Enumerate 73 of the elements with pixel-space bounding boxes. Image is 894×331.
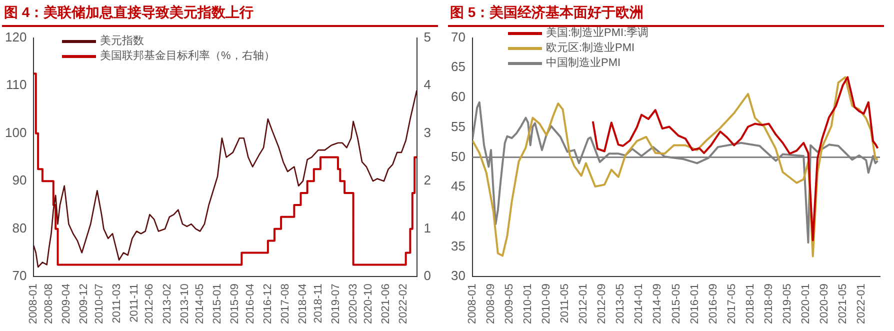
x-tick-label: 2011-05 bbox=[559, 284, 572, 324]
x-tick-label: 2022-01 bbox=[856, 284, 868, 324]
x-tick-label: 2020-01 bbox=[800, 284, 812, 324]
x-tick-label: 2015-09 bbox=[229, 284, 242, 324]
x-tick-label: 2014-09 bbox=[652, 284, 664, 324]
y-tick-label: 50 bbox=[450, 148, 466, 164]
y-tick-label: 35 bbox=[450, 238, 466, 254]
x-tick-label: 2020-09 bbox=[818, 284, 830, 324]
y-tick-label: 55 bbox=[450, 118, 466, 134]
x-tick-label: 2019-07 bbox=[330, 284, 342, 324]
y-tick-label: 40 bbox=[450, 208, 466, 224]
x-tick-label: 2016-04 bbox=[244, 284, 256, 324]
legend-label: 美国:制造业PMI:季调 bbox=[546, 26, 649, 41]
x-tick-label: 2018-09 bbox=[762, 284, 775, 324]
legend-label: 中国制造业PMI bbox=[546, 56, 621, 71]
legend-label: 美国联邦基金目标利率（%，右轴） bbox=[100, 49, 275, 64]
chart-title: 图 4：美联储加息直接导致美元指数上行 bbox=[2, 2, 438, 27]
x-tick-label: 2011-03 bbox=[110, 284, 123, 324]
x-tick-label: 2021-05 bbox=[836, 284, 849, 324]
x-tick-label: 2016-12 bbox=[262, 284, 274, 324]
y-tick-label: 90 bbox=[12, 172, 27, 188]
x-tick-label: 2015-05 bbox=[670, 284, 682, 324]
y-tick-label: 110 bbox=[6, 77, 27, 92]
x-tick-label: 2012-01 bbox=[578, 284, 590, 324]
x-tick-label: 2013-10 bbox=[178, 284, 191, 324]
y-tick-label: 30 bbox=[450, 268, 466, 284]
x-tick-label: 2008-09 bbox=[485, 284, 498, 324]
y2-tick-label: 5 bbox=[424, 29, 432, 44]
chart-title: 图 5：美国经济基本面好于欧洲 bbox=[448, 2, 884, 27]
x-tick-label: 2013-05 bbox=[614, 284, 627, 324]
x-tick-label: 2014-05 bbox=[194, 284, 206, 324]
x-tick-label: 2016-09 bbox=[707, 284, 720, 324]
x-tick-label: 2016-01 bbox=[688, 284, 701, 324]
x-tick-label: 2009-12 bbox=[78, 284, 90, 324]
y-tick-label: 70 bbox=[12, 268, 27, 284]
x-tick-label: 2009-04 bbox=[60, 284, 73, 324]
y-tick-label: 65 bbox=[450, 59, 466, 74]
y2-tick-label: 0 bbox=[424, 268, 432, 284]
y2-tick-label: 2 bbox=[424, 172, 432, 188]
x-tick-label: 2014-01 bbox=[633, 284, 646, 324]
x-tick-label: 2010-01 bbox=[522, 284, 534, 324]
x-tick-label: 2020-10 bbox=[362, 284, 375, 324]
x-tick-label: 2020-03 bbox=[347, 284, 360, 324]
y-tick-label: 45 bbox=[450, 178, 466, 194]
x-tick-label: 2008-01 bbox=[466, 284, 478, 324]
y2-tick-label: 4 bbox=[424, 77, 432, 92]
legend-label: 美元指数 bbox=[100, 34, 144, 49]
x-tick-label: 2021-06 bbox=[380, 284, 392, 324]
x-tick-label: 2008-08 bbox=[43, 284, 56, 324]
x-tick-label: 2012-06 bbox=[144, 284, 156, 324]
x-tick-label: 2018-01 bbox=[744, 284, 756, 324]
y2-tick-label: 1 bbox=[424, 220, 432, 236]
x-tick-label: 2018-04 bbox=[296, 284, 309, 324]
y2-tick-label: 3 bbox=[424, 124, 432, 140]
legend-label: 欧元区:制造业PMI bbox=[546, 41, 635, 56]
x-tick-label: 2008-01 bbox=[28, 284, 40, 324]
x-tick-label: 2010-07 bbox=[93, 284, 106, 324]
x-tick-label: 2019-05 bbox=[781, 284, 794, 324]
x-tick-label: 2010-09 bbox=[540, 284, 553, 324]
y-tick-label: 120 bbox=[4, 29, 27, 44]
x-tick-label: 2017-08 bbox=[279, 284, 292, 324]
y-tick-label: 60 bbox=[450, 89, 466, 104]
x-tick-label: 2022-02 bbox=[398, 284, 410, 324]
x-tick-label: 2018-11 bbox=[312, 284, 324, 324]
y-tick-label: 70 bbox=[450, 29, 466, 44]
y-tick-label: 80 bbox=[12, 220, 27, 236]
x-tick-label: 2012-09 bbox=[596, 284, 608, 324]
x-tick-label: 2009-05 bbox=[504, 284, 516, 324]
x-tick-label: 2013-02 bbox=[161, 284, 174, 324]
x-tick-label: 2015-01 bbox=[212, 284, 224, 324]
x-tick-label: 2011-11 bbox=[128, 284, 140, 322]
y-tick-label: 100 bbox=[4, 124, 27, 140]
x-tick-label: 2017-05 bbox=[726, 284, 738, 324]
